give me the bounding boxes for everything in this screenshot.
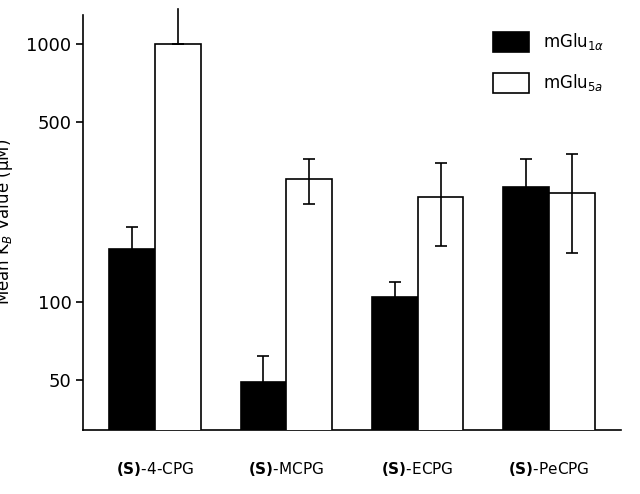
- Bar: [156, 44, 201, 494]
- Bar: [287, 179, 332, 494]
- Y-axis label: Mean K$_B$ Value (μM): Mean K$_B$ Value (μM): [0, 139, 15, 305]
- Text: $\bf{(S)}$-ECPG: $\bf{(S)}$-ECPG: [381, 460, 454, 478]
- Text: $\bf{(S)}$-MCPG: $\bf{(S)}$-MCPG: [248, 460, 324, 478]
- Bar: [372, 297, 417, 494]
- Bar: [548, 193, 595, 494]
- Bar: [109, 249, 156, 494]
- Bar: [503, 187, 548, 494]
- Text: $\bf{(S)}$-PeCPG: $\bf{(S)}$-PeCPG: [508, 460, 589, 478]
- Legend: mGlu$_{1\alpha}$, mGlu$_{5a}$: mGlu$_{1\alpha}$, mGlu$_{5a}$: [484, 23, 612, 102]
- Bar: [241, 382, 287, 494]
- Bar: [417, 197, 463, 494]
- Text: $\bf{(S)}$-4-CPG: $\bf{(S)}$-4-CPG: [116, 460, 195, 478]
